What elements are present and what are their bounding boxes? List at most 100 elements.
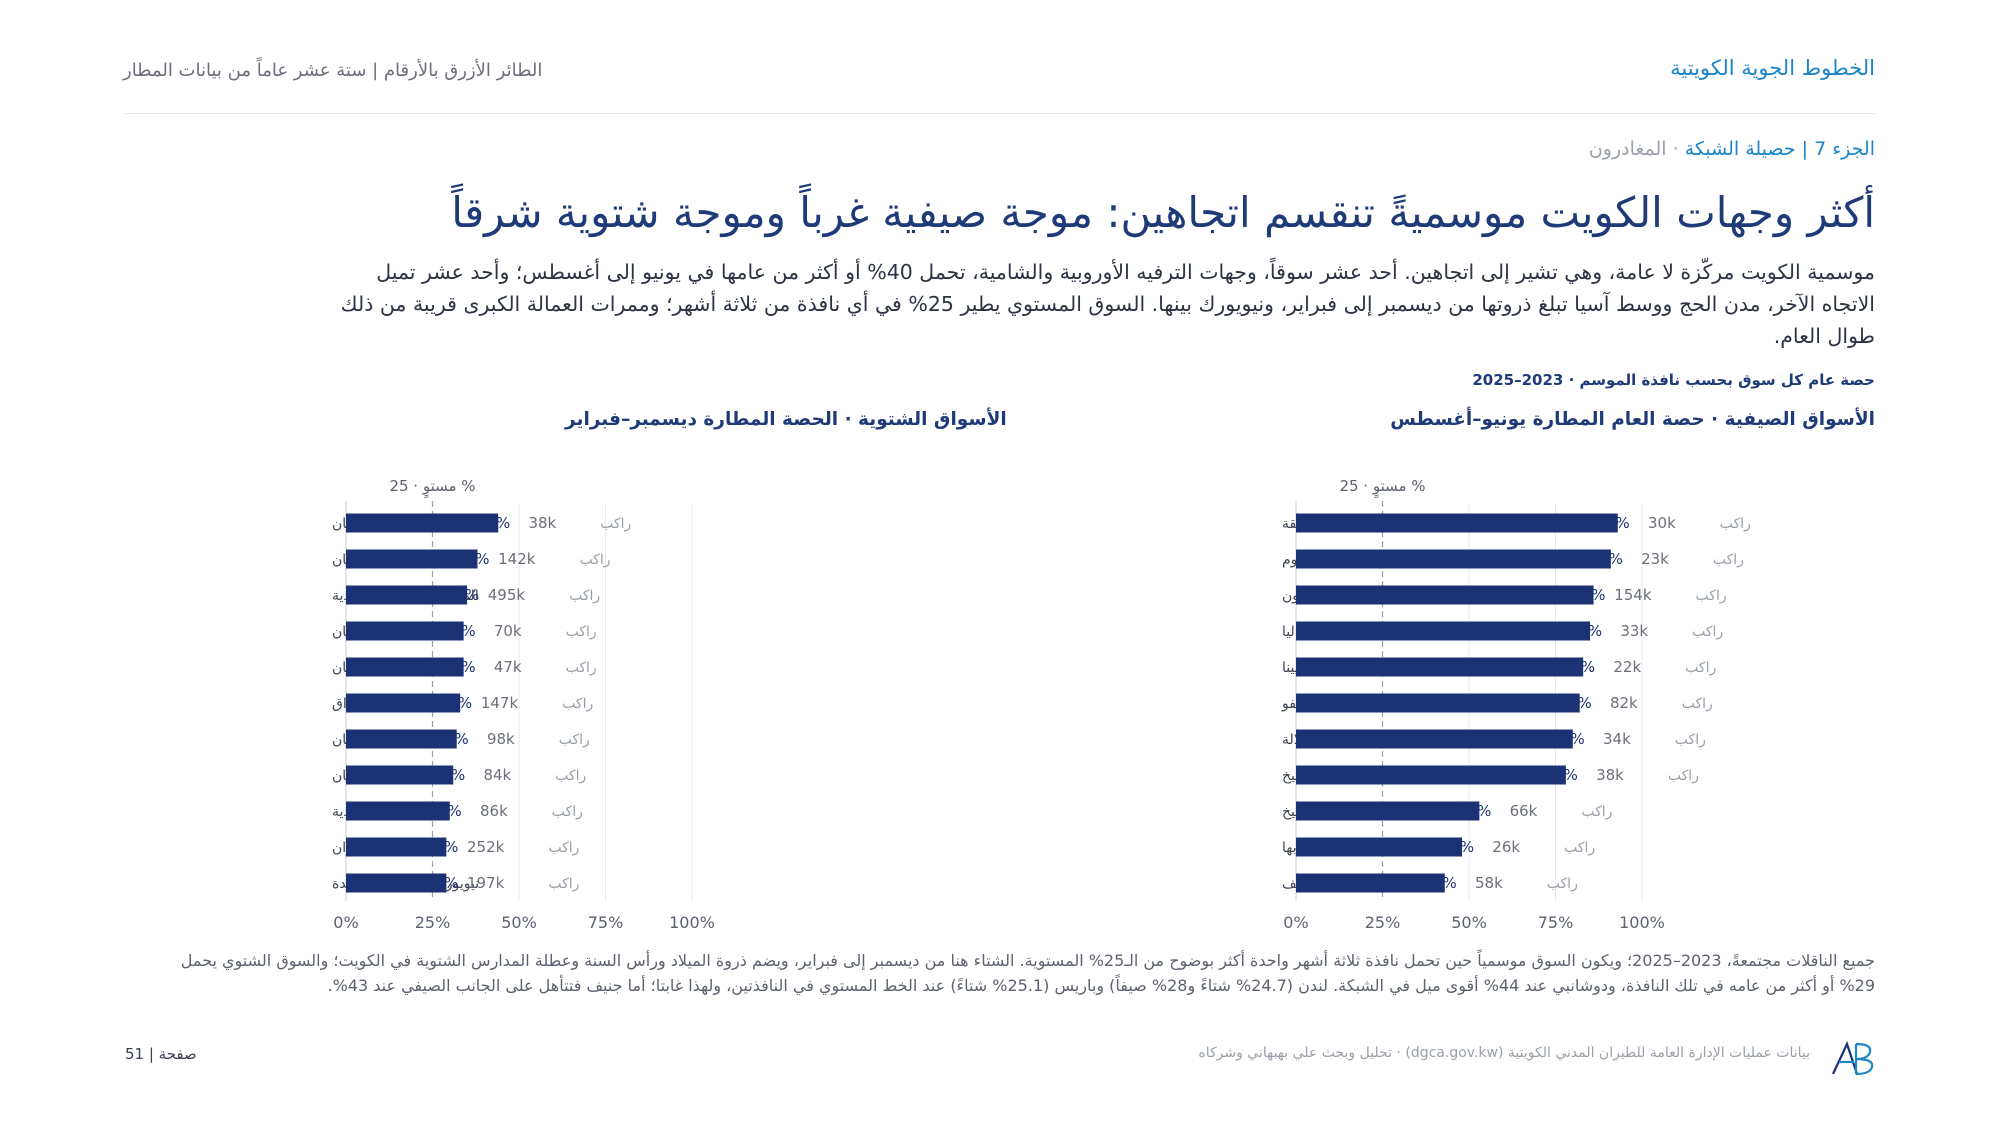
passenger-unit: راكب — [552, 804, 583, 820]
value-label: 93% — [1596, 514, 1629, 532]
value-label: 48% — [1441, 838, 1474, 856]
x-tick-label: 100% — [669, 913, 715, 932]
bar — [1296, 657, 1584, 677]
lede-paragraph: موسمية الكويت مركّزة لا عامة، وهي تشير إ… — [340, 260, 1875, 348]
value-label: 33% — [439, 694, 472, 712]
value-label: 38% — [456, 550, 489, 568]
passenger-count: 34k — [1603, 730, 1631, 748]
passenger-unit: راكب — [1581, 804, 1612, 820]
passenger-unit: راكب — [1675, 732, 1706, 748]
category-label: أبها — [1282, 838, 1301, 856]
footnote: جميع الناقلات مجتمعةً، 2023–2025؛ ويكون … — [180, 951, 1875, 995]
value-label: 82% — [1558, 694, 1591, 712]
bar — [1296, 873, 1445, 893]
passenger-count: 147k — [481, 694, 519, 712]
bar — [346, 621, 464, 641]
passenger-count: 33k — [1620, 622, 1648, 640]
value-label: 80% — [1551, 730, 1584, 748]
bar — [1296, 765, 1566, 785]
passenger-count: 38k — [1596, 766, 1624, 784]
passenger-count: 154k — [1614, 586, 1652, 604]
passenger-unit: راكب — [566, 624, 597, 640]
passenger-count: 38k — [528, 514, 556, 532]
passenger-unit: راكب — [1720, 516, 1751, 532]
summer-panel-title: الأسواق الصيفية · حصة العام المطارة يوني… — [1390, 409, 1875, 430]
bar — [1296, 621, 1591, 641]
value-label: 78% — [1545, 766, 1578, 784]
passenger-count: 70k — [494, 622, 522, 640]
passenger-unit: راكب — [1692, 624, 1723, 640]
bar — [1296, 693, 1580, 713]
value-label: 30% — [428, 802, 461, 820]
value-label: 91% — [1590, 550, 1623, 568]
passenger-unit: راكب — [1668, 768, 1699, 784]
x-tick-label: 0% — [1283, 913, 1308, 932]
passenger-unit: راكب — [548, 876, 579, 892]
reference-label: % مستوٍ · 25 — [1339, 477, 1425, 499]
source-note: بيانات عمليات الإدارة العامة للطيران الم… — [1198, 1045, 1810, 1061]
bar — [1296, 585, 1594, 605]
passenger-count: 495k — [488, 586, 526, 604]
value-label: 34% — [442, 658, 475, 676]
x-tick-label: 75% — [1538, 913, 1574, 932]
passenger-count: 84k — [483, 766, 511, 784]
chart-caption: حصة عام كل سوق بحسب نافذة الموسم · 2023–… — [1472, 371, 1875, 389]
section-part: الجزء 7 | حصيلة الشبكة — [1684, 138, 1875, 160]
x-tick-label: 25% — [415, 913, 451, 932]
passenger-count: 82k — [1610, 694, 1638, 712]
bar — [1296, 549, 1611, 569]
value-label: 85% — [1569, 622, 1602, 640]
bar — [346, 549, 478, 569]
passenger-unit: راكب — [562, 696, 593, 712]
passenger-count: 66k — [1510, 802, 1538, 820]
bar — [1296, 729, 1573, 749]
passenger-count: 30k — [1648, 514, 1676, 532]
passenger-unit: راكب — [555, 768, 586, 784]
passenger-count: 86k — [480, 802, 508, 820]
running-title: الطائر الأزرق بالأرقام | ستة عشر عاماً م… — [123, 60, 543, 81]
value-label: 32% — [435, 730, 468, 748]
passenger-unit: راكب — [1547, 876, 1578, 892]
value-label: 83% — [1562, 658, 1595, 676]
bar — [346, 837, 447, 857]
section-label: الجزء 7 | حصيلة الشبكة · المغادرون — [1589, 138, 1875, 160]
x-tick-label: 0% — [333, 913, 358, 932]
passenger-unit: راكب — [548, 840, 579, 856]
passenger-count: 197k — [467, 874, 505, 892]
x-tick-label: 50% — [501, 913, 537, 932]
x-tick-label: 25% — [1365, 913, 1401, 932]
passenger-unit: راكب — [569, 588, 600, 604]
bar — [346, 585, 468, 605]
winter-markets-chart: 0%25%50%75%100%% مستوٍ · 25دوشانبي، طاجي… — [332, 477, 715, 932]
passenger-unit: راكب — [600, 516, 631, 532]
passenger-count: 58k — [1475, 874, 1503, 892]
bar — [346, 729, 457, 749]
brand-title: الخطوط الجوية الكويتية — [1670, 56, 1875, 80]
x-tick-label: 75% — [588, 913, 624, 932]
bar — [1296, 513, 1618, 533]
bar — [346, 657, 464, 677]
passenger-unit: راكب — [559, 732, 590, 748]
value-label: 53% — [1458, 802, 1491, 820]
value-label: 31% — [432, 766, 465, 784]
passenger-unit: راكب — [1685, 660, 1716, 676]
passenger-unit: راكب — [1564, 840, 1595, 856]
passenger-unit: راكب — [1682, 696, 1713, 712]
value-label: 43% — [1423, 874, 1456, 892]
header-divider — [125, 113, 1875, 114]
bar — [346, 873, 447, 893]
bar — [346, 765, 454, 785]
passenger-unit: راكب — [1713, 552, 1744, 568]
winter-panel-title: الأسواق الشتوية · الحصة المطارة ديسمبر–ف… — [565, 409, 1007, 430]
value-label: 34% — [442, 622, 475, 640]
value-label: 29% — [425, 838, 458, 856]
passenger-count: 98k — [487, 730, 515, 748]
section-sub: · المغادرون — [1588, 138, 1679, 160]
value-label: 29% — [425, 874, 458, 892]
passenger-unit: راكب — [566, 660, 597, 676]
passenger-unit: راكب — [1696, 588, 1727, 604]
passenger-count: 23k — [1641, 550, 1669, 568]
page-title: أكثر وجهات الكويت موسميةً تنقسم اتجاهين:… — [451, 188, 1875, 237]
passenger-count: 47k — [494, 658, 522, 676]
bar — [346, 693, 461, 713]
